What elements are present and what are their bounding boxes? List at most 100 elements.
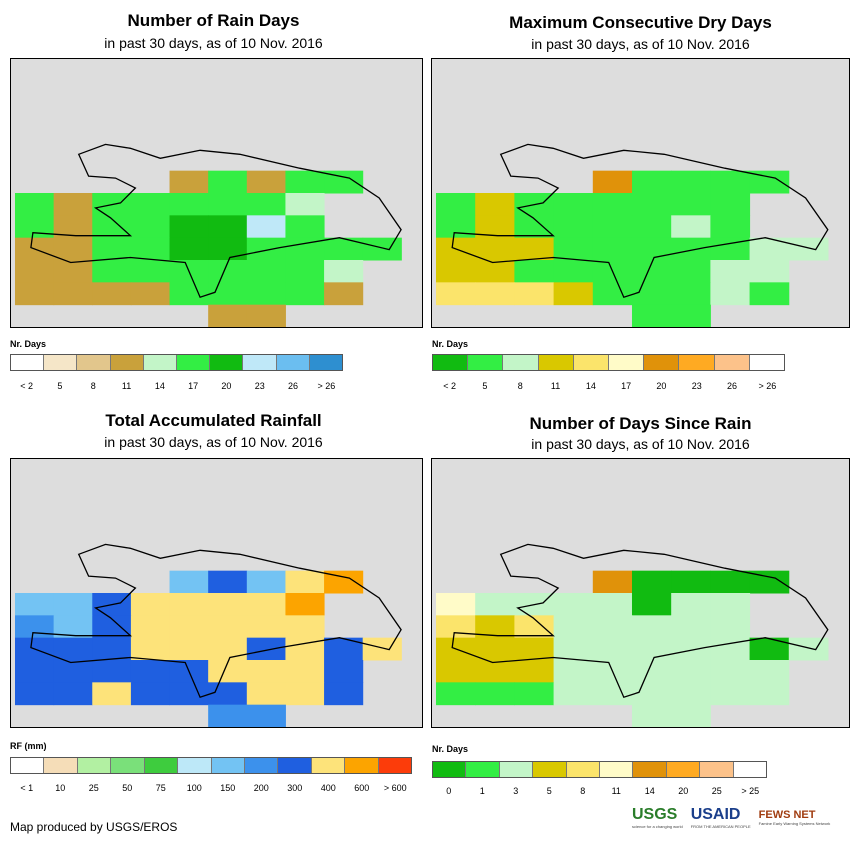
grid-cell [324, 660, 364, 683]
grid-cell [475, 637, 515, 661]
map-max-dry-days[interactable] [431, 58, 850, 328]
map-canvas [436, 143, 829, 327]
grid-cell [514, 282, 555, 306]
grid-cell [749, 682, 790, 706]
map-total-rainfall[interactable] [10, 458, 423, 728]
grid-cell [553, 282, 594, 306]
grid-cell [631, 193, 672, 216]
legend-swatch [276, 355, 310, 370]
grid-cell [246, 593, 286, 616]
grid-cell [246, 282, 286, 306]
legend-swatch [609, 355, 645, 370]
legend-label: 600 [354, 783, 370, 793]
legend-label: 11 [121, 381, 132, 391]
legend-swatch [538, 355, 574, 370]
usgs-logo-text: USGS [632, 806, 678, 823]
grid-cell [208, 637, 248, 661]
legend-swatch [679, 355, 715, 370]
grid-cell [169, 637, 209, 661]
grid-cell [208, 193, 248, 216]
map-canvas [436, 543, 829, 727]
grid-cell [324, 237, 364, 261]
logos: USGS science for a changing world USAID … [632, 806, 834, 829]
grid-cell [92, 615, 132, 639]
grid-cell [553, 215, 594, 239]
grid-cell [671, 193, 711, 216]
map-days-since-rain[interactable] [431, 458, 850, 728]
grid-cell [631, 682, 672, 706]
grid-cell [631, 282, 672, 306]
legend-swatch [533, 762, 567, 777]
legend-swatch [77, 758, 112, 773]
grid-cell [169, 593, 209, 616]
grid-cell [208, 704, 248, 727]
legend-label: > 600 [383, 783, 407, 793]
grid-cell [130, 193, 171, 216]
legend-swatch [111, 758, 145, 773]
grid-cell [285, 237, 325, 261]
grid-cell [592, 282, 633, 306]
grid-cell [592, 593, 633, 616]
legend-bar [432, 354, 785, 371]
grid-cell [15, 615, 55, 639]
grid-cell [710, 615, 751, 639]
legend-label: 25 [711, 786, 722, 796]
grid-cell [671, 215, 711, 239]
grid-cell [475, 215, 515, 239]
grid-cell [553, 615, 594, 639]
grid-cell [246, 237, 286, 261]
grid-cell [246, 260, 286, 283]
legend-swatch [600, 762, 634, 777]
legend-swatch [144, 758, 179, 773]
grid-cell [592, 570, 633, 594]
grid-cell [169, 615, 209, 639]
grid-cell [208, 170, 248, 194]
grid-cell [53, 593, 93, 616]
grid-cell [749, 237, 790, 261]
map-rain-days[interactable] [10, 58, 423, 328]
island-outline [30, 543, 402, 699]
grid-cell [92, 215, 132, 239]
legend-label: 8 [517, 381, 523, 391]
grid-cell [208, 215, 248, 239]
grid-cell [285, 593, 325, 616]
grid-cell [169, 215, 209, 239]
legend-label: > 26 [758, 381, 777, 391]
grid-cell [436, 615, 476, 639]
grid-cell [475, 193, 515, 216]
legend-swatch [468, 355, 504, 370]
legend-label: 400 [320, 783, 336, 793]
legend-swatch [178, 758, 212, 773]
grid-cell [246, 215, 286, 239]
grid-cell [246, 170, 286, 194]
grid-cell [246, 660, 286, 683]
grid-cell [285, 637, 325, 661]
grid-cell [514, 637, 555, 661]
grid-cell [631, 170, 672, 194]
grid-cell [92, 282, 132, 306]
legend-swatch [309, 355, 343, 370]
legend-title: RF (mm) [10, 741, 47, 751]
legend-swatch [644, 355, 680, 370]
panel-subtitle: in past 30 days, as of 10 Nov. 2016 [104, 434, 323, 450]
grid-cell [671, 570, 711, 594]
island-outline [451, 543, 829, 698]
legend-label: 5 [57, 381, 63, 391]
grid-cell [246, 682, 286, 706]
grid-cell [749, 260, 790, 283]
fews-net-logo: FEWS NET Famine Early Warning Systems Ne… [759, 809, 831, 826]
grid-cell [130, 615, 171, 639]
usgs-logo: USGS science for a changing world [632, 806, 683, 829]
grid-cell [475, 660, 515, 683]
grid-cell [710, 237, 751, 261]
island-outline [30, 143, 402, 299]
usaid-logo: USAID FROM THE AMERICAN PEOPLE [691, 806, 751, 829]
grid-cell [92, 260, 132, 283]
legend-label: 3 [513, 786, 519, 796]
legend-label: 300 [287, 783, 303, 793]
grid-cell [436, 682, 476, 706]
grid-cell [671, 304, 711, 327]
usaid-logo-text: USAID [690, 806, 741, 823]
legend-swatch [143, 355, 178, 370]
legend-label: 20 [656, 381, 667, 391]
